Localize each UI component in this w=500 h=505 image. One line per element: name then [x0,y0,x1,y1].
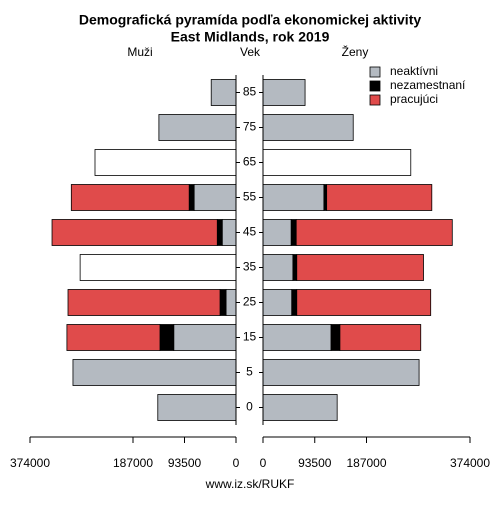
age-label: 85 [243,85,257,99]
x-tick-label: 0 [233,456,240,470]
x-tick-label: 0 [260,456,267,470]
bar-male [158,114,237,141]
x-tick-label: 187000 [113,456,153,470]
bar-female [262,359,420,386]
legend-swatch [369,80,381,92]
bar-female [262,324,332,351]
bar-male [193,184,237,211]
bar-female [262,184,325,211]
bar-male [67,289,221,316]
legend-label: neaktívni [390,64,438,78]
bar-female [326,184,433,211]
bar-female [262,394,338,421]
bar-female [290,219,297,246]
bar-male [70,184,190,211]
bar-male [51,219,218,246]
bar-male [79,254,237,281]
right-label: Ženy [342,44,369,59]
bar-male [66,324,161,351]
bar-male [94,149,237,176]
bar-female [296,289,432,316]
bar-female [295,219,453,246]
age-label: 75 [243,120,257,134]
bar-male [225,289,237,316]
x-tick-label: 374000 [450,456,490,470]
center-label: Vek [240,45,261,59]
bar-male [216,219,223,246]
bar-male [157,394,237,421]
bar-male [221,219,237,246]
bar-female [296,254,424,281]
bar-female [262,79,306,106]
bar-female [323,184,328,211]
age-label: 5 [246,365,253,379]
legend-label: pracujúci [390,92,438,106]
bar-female [262,219,292,246]
age-label: 25 [243,295,257,309]
bar-female [330,324,341,351]
left-label: Muži [127,45,152,59]
age-label: 65 [243,155,257,169]
bar-male [159,324,175,351]
bar-female [291,289,298,316]
bar-female [262,114,354,141]
age-label: 35 [243,260,257,274]
age-label: 45 [243,225,257,239]
legend-swatch [369,66,381,78]
age-label: 15 [243,330,257,344]
bar-male [210,79,237,106]
bar-female [262,254,294,281]
source: www.iz.sk/RUKF [205,477,295,491]
bar-female [292,254,298,281]
legend-label: nezamestnaní [390,78,466,92]
age-label: 0 [246,400,253,414]
x-tick-label: 187000 [346,456,386,470]
bar-female [339,324,422,351]
bar-male [173,324,237,351]
chart-subtitle: East Midlands, rok 2019 [171,29,330,45]
bar-male [219,289,227,316]
bar-male [188,184,195,211]
x-tick-label: 374000 [10,456,50,470]
x-tick-label: 93500 [168,456,202,470]
bar-female [262,289,293,316]
x-tick-label: 93500 [298,456,332,470]
bar-male [72,359,237,386]
age-label: 55 [243,190,257,204]
bar-female [262,149,412,176]
legend-swatch [369,94,381,106]
chart-title: Demografická pyramída podľa ekonomickej … [79,12,422,28]
